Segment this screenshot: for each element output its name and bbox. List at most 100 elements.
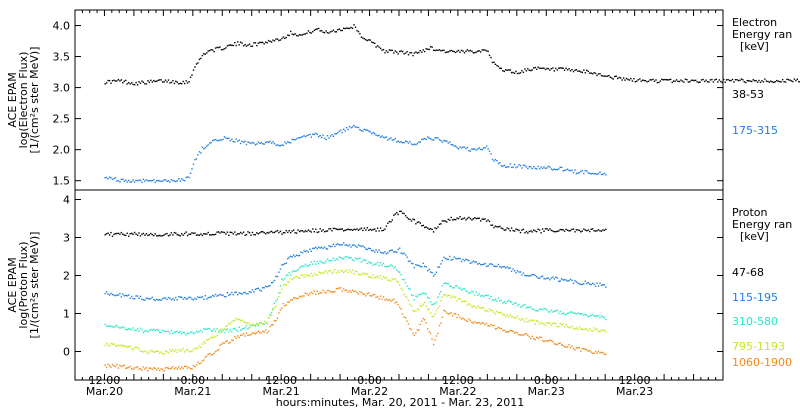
data-point bbox=[213, 295, 215, 297]
data-point bbox=[360, 36, 363, 38]
data-point bbox=[578, 313, 581, 315]
data-point bbox=[122, 178, 124, 180]
data-point bbox=[269, 325, 271, 328]
data-point bbox=[460, 289, 463, 291]
data-point bbox=[290, 232, 292, 234]
data-point bbox=[569, 278, 572, 280]
data-point bbox=[147, 234, 149, 237]
data-point bbox=[176, 330, 178, 333]
data-point bbox=[365, 39, 367, 41]
data-point bbox=[219, 46, 221, 48]
data-point bbox=[158, 180, 161, 182]
data-point bbox=[197, 347, 199, 349]
data-point bbox=[273, 302, 276, 304]
data-point bbox=[396, 269, 398, 271]
data-point bbox=[415, 295, 417, 297]
data-point bbox=[122, 233, 124, 235]
data-point bbox=[154, 233, 156, 235]
data-point bbox=[356, 29, 358, 32]
data-point bbox=[515, 317, 517, 319]
data-point bbox=[549, 69, 551, 71]
data-point bbox=[116, 80, 118, 82]
data-point bbox=[468, 50, 470, 52]
data-point bbox=[219, 293, 221, 296]
data-point bbox=[332, 227, 335, 230]
data-point bbox=[219, 232, 221, 234]
data-point bbox=[200, 346, 202, 348]
data-point bbox=[334, 133, 336, 135]
data-point bbox=[538, 277, 541, 279]
data-point bbox=[253, 42, 255, 44]
data-point bbox=[443, 294, 445, 296]
data-point bbox=[468, 259, 470, 262]
data-point bbox=[500, 266, 502, 269]
data-point bbox=[312, 247, 314, 250]
data-point bbox=[179, 82, 181, 85]
data-point bbox=[469, 150, 472, 152]
data-point bbox=[502, 165, 504, 167]
data-point bbox=[556, 309, 558, 311]
data-point bbox=[175, 232, 177, 234]
data-point bbox=[203, 341, 205, 343]
data-point bbox=[540, 232, 542, 234]
data-point bbox=[553, 310, 555, 312]
data-point bbox=[440, 300, 442, 302]
data-point bbox=[516, 270, 519, 272]
data-point bbox=[225, 233, 227, 235]
data-point bbox=[793, 78, 796, 80]
data-point bbox=[107, 293, 109, 295]
data-point bbox=[107, 178, 109, 180]
data-point bbox=[318, 293, 320, 295]
data-point bbox=[275, 300, 277, 302]
data-point bbox=[182, 367, 184, 370]
data-point bbox=[572, 312, 575, 314]
data-point bbox=[553, 231, 555, 233]
data-point bbox=[594, 328, 597, 331]
data-point bbox=[709, 79, 712, 81]
data-point bbox=[262, 330, 264, 332]
data-point bbox=[194, 347, 196, 349]
data-point bbox=[700, 79, 703, 81]
data-point bbox=[273, 306, 276, 309]
data-point bbox=[374, 293, 376, 296]
data-point bbox=[385, 276, 388, 279]
data-point bbox=[276, 317, 279, 319]
data-point bbox=[169, 181, 171, 183]
data-point bbox=[300, 265, 302, 268]
data-point bbox=[455, 219, 457, 221]
data-point bbox=[441, 260, 444, 262]
data-point bbox=[132, 298, 134, 300]
data-point bbox=[263, 320, 265, 322]
data-point bbox=[328, 245, 330, 247]
data-point bbox=[515, 331, 517, 333]
data-point bbox=[178, 234, 180, 236]
data-point bbox=[555, 322, 557, 325]
data-point bbox=[123, 345, 125, 347]
data-point bbox=[265, 41, 267, 43]
data-point bbox=[287, 281, 289, 283]
data-point bbox=[668, 79, 670, 81]
data-point bbox=[128, 294, 130, 296]
data-point bbox=[354, 270, 357, 272]
data-point bbox=[374, 228, 376, 230]
data-point bbox=[291, 271, 293, 273]
data-point bbox=[291, 256, 293, 258]
data-point bbox=[453, 50, 455, 53]
data-point bbox=[343, 258, 345, 260]
data-point bbox=[340, 287, 342, 289]
data-point bbox=[139, 327, 142, 329]
data-point bbox=[540, 336, 542, 339]
data-point bbox=[624, 79, 626, 81]
xtick-label-time: 0:00 bbox=[357, 374, 382, 387]
data-point bbox=[427, 48, 429, 50]
data-point bbox=[730, 79, 732, 82]
data-point bbox=[435, 335, 438, 337]
data-point bbox=[220, 331, 223, 333]
data-point bbox=[279, 39, 282, 41]
data-point bbox=[574, 328, 576, 330]
data-point bbox=[172, 80, 174, 82]
data-point bbox=[751, 80, 753, 83]
electron-legend-title: Energy ran bbox=[732, 28, 792, 41]
data-point bbox=[348, 27, 351, 30]
data-point bbox=[157, 235, 159, 237]
